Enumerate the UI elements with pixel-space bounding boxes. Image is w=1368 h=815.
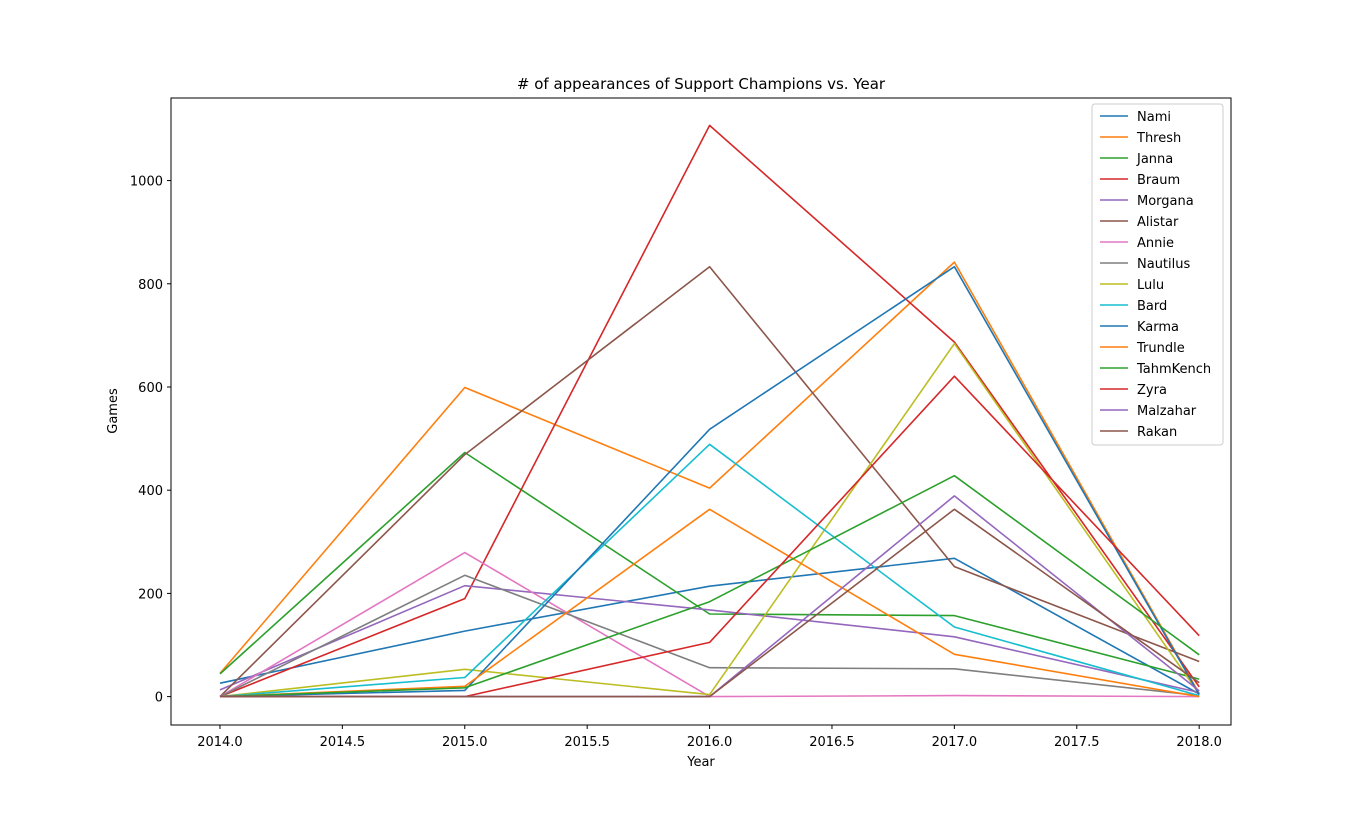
y-tick-label: 1000 (130, 175, 163, 190)
legend-label: Janna (1136, 152, 1173, 167)
x-tick-label: 2014.5 (320, 735, 366, 750)
series-line-malzahar (220, 495, 1200, 698)
legend: Nami Thresh Janna Braum Morgana Alistar Annie N… (1091, 103, 1224, 446)
x-tick-label: 2016.0 (687, 735, 733, 750)
legend-label: Lulu (1137, 278, 1164, 293)
y-axis: 0 200 400 600 800 1000 (130, 175, 171, 706)
series-line-nami (219, 557, 1200, 695)
axes-frame (170, 97, 1232, 726)
series-line-braum (219, 124, 1200, 698)
x-tick-label: 2016.5 (809, 735, 855, 750)
series-line-janna (219, 451, 1200, 680)
legend-label: Thresh (1136, 131, 1181, 146)
chart-title: # of appearances of Support Champions vs… (517, 75, 886, 93)
y-tick-label: 200 (138, 587, 163, 602)
plot-area (170, 97, 1232, 726)
series-line-thresh (219, 261, 1200, 694)
legend-label: Nautilus (1137, 257, 1190, 272)
legend-label: Karma (1137, 320, 1179, 335)
legend-label: Morgana (1137, 194, 1194, 209)
x-axis: 2014.0 2014.5 2015.0 2015.5 2016.0 2016.5 2017… (197, 725, 1222, 750)
legend-label: Trundle (1136, 341, 1185, 356)
y-axis-label: Games (106, 388, 121, 434)
x-tick-label: 2017.0 (932, 735, 978, 750)
x-axis-label: Year (686, 755, 715, 770)
series-line-tahmkench (219, 474, 1200, 698)
x-tick-label: 2014.0 (197, 735, 243, 750)
series-line-karma (219, 265, 1200, 698)
series-line-trundle (219, 508, 1200, 698)
x-tick-label: 2015.5 (564, 735, 610, 750)
legend-label: Bard (1137, 299, 1167, 314)
series-line-alistar (219, 265, 1200, 698)
series-line-lulu (219, 342, 1200, 698)
y-tick-label: 600 (138, 381, 163, 396)
series-line-zyra (220, 375, 1200, 698)
y-tick-label: 0 (155, 691, 163, 706)
x-tick-label: 2018.0 (1176, 735, 1222, 750)
legend-label: Alistar (1137, 215, 1179, 230)
legend-label: Braum (1137, 173, 1180, 188)
y-tick-label: 400 (138, 484, 163, 499)
y-tick-label: 800 (138, 278, 163, 293)
series-line-nautilus (219, 574, 1200, 698)
legend-label: TahmKench (1136, 362, 1211, 377)
series-line-morgana (219, 584, 1200, 694)
legend-label: Nami (1137, 110, 1171, 125)
legend-box (1091, 103, 1224, 446)
legend-label: Malzahar (1137, 404, 1197, 419)
legend-label: Annie (1137, 236, 1174, 251)
series-line-bard (219, 443, 1200, 698)
legend-label: Rakan (1137, 425, 1177, 440)
x-tick-label: 2015.0 (442, 735, 488, 750)
x-tick-label: 2017.5 (1054, 735, 1100, 750)
series-line-rakan (220, 508, 1200, 698)
legend-label: Zyra (1137, 383, 1167, 398)
